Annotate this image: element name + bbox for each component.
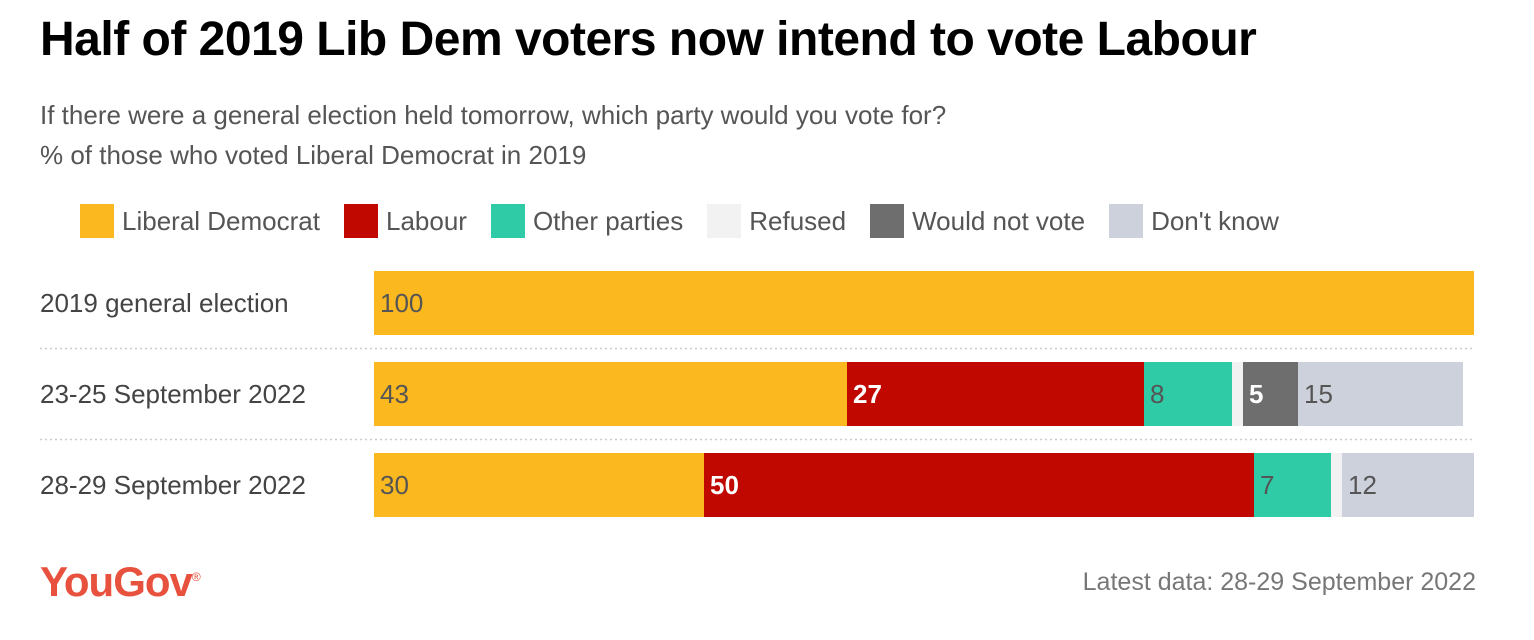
latest-data-note: Latest data: 28-29 September 2022: [1082, 568, 1476, 596]
data-label: 100: [380, 288, 423, 318]
data-label: 12: [1348, 470, 1377, 500]
legend-label: Refused: [749, 205, 847, 236]
chart-title: Half of 2019 Lib Dem voters now intend t…: [40, 13, 1257, 66]
data-label: 27: [853, 379, 882, 409]
legend-item-other-parties: Other parties: [490, 204, 684, 238]
category-label: 28-29 September 2022: [40, 470, 306, 500]
legend-swatch: [1109, 204, 1144, 238]
legend-item-labour: Labour: [343, 204, 467, 238]
legend-item-dont-know: Don't know: [1109, 204, 1279, 238]
legend-label: Don't know: [1151, 205, 1279, 236]
stacked-bar-chart: 2019 general election 100 23-25 September …: [40, 271, 1474, 517]
yougov-logo: YouGov®: [40, 558, 201, 605]
category-label: 23-25 September 2022: [40, 379, 306, 409]
legend: Liberal Democrat Labour Other parties Re…: [80, 203, 1303, 239]
category-label: 2019 general election: [40, 288, 289, 318]
legend-item-refused: Refused: [707, 204, 846, 238]
data-label: 15: [1304, 379, 1333, 409]
bar-segment: [1144, 362, 1232, 426]
legend-label: Other parties: [532, 205, 684, 236]
bar-segment: [847, 362, 1144, 426]
chart-subtitle-question: If there were a general election held to…: [40, 100, 947, 130]
legend-swatch: [343, 204, 378, 238]
legend-swatch: [707, 204, 742, 238]
chart-subtitle-base: % of those who voted Liberal Democrat in…: [40, 140, 587, 170]
legend-label: Liberal Democrat: [122, 205, 320, 236]
legend-item-liberal-democrat: Liberal Democrat: [80, 204, 320, 238]
legend-swatch: [490, 204, 525, 238]
data-label: 30: [380, 470, 409, 500]
legend-swatch: [870, 204, 905, 238]
bar-segment: [1243, 362, 1298, 426]
bar-segment: [704, 453, 1254, 517]
legend-swatch: [80, 204, 114, 238]
bar-segment: [1254, 453, 1331, 517]
bar-segment: [374, 362, 847, 426]
legend-label: Would not vote: [912, 205, 1086, 236]
legend-label: Labour: [385, 205, 467, 236]
bar-segment: [374, 453, 704, 517]
bar-segment: [1331, 453, 1342, 517]
data-label: 7: [1260, 470, 1274, 500]
bar-segment: [1298, 362, 1463, 426]
bar-segment: [1342, 453, 1474, 517]
bar-segment: [1232, 362, 1243, 426]
data-label: 43: [380, 379, 409, 409]
bar-segment: [374, 271, 1474, 335]
data-label: 8: [1150, 379, 1164, 409]
data-label: 5: [1249, 379, 1263, 409]
data-label: 50: [710, 470, 739, 500]
legend-item-would-not-vote: Would not vote: [870, 204, 1085, 238]
